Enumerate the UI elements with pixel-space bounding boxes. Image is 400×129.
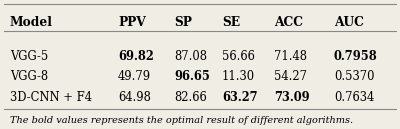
Text: 71.48: 71.48 [274,50,307,63]
Text: 54.27: 54.27 [274,70,307,83]
Text: VGG-5: VGG-5 [10,50,48,63]
Text: 0.7634: 0.7634 [334,91,374,104]
Text: 0.7958: 0.7958 [334,50,378,63]
Text: 64.98: 64.98 [118,91,151,104]
Text: 11.30: 11.30 [222,70,255,83]
Text: 69.82: 69.82 [118,50,154,63]
Text: 87.08: 87.08 [174,50,207,63]
Text: VGG-8: VGG-8 [10,70,48,83]
Text: 49.79: 49.79 [118,70,151,83]
Text: ACC: ACC [274,16,303,29]
Text: The bold values represents the optimal result of different algorithms.: The bold values represents the optimal r… [10,116,353,125]
Text: 56.66: 56.66 [222,50,255,63]
Text: PPV: PPV [118,16,146,29]
Text: SE: SE [222,16,240,29]
Text: 3D-CNN + F4: 3D-CNN + F4 [10,91,92,104]
Text: AUC: AUC [334,16,364,29]
Text: Model: Model [10,16,53,29]
Text: 96.65: 96.65 [174,70,210,83]
Text: 0.5370: 0.5370 [334,70,374,83]
Text: SP: SP [174,16,192,29]
Text: 82.66: 82.66 [174,91,207,104]
Text: 63.27: 63.27 [222,91,258,104]
Text: 73.09: 73.09 [274,91,310,104]
